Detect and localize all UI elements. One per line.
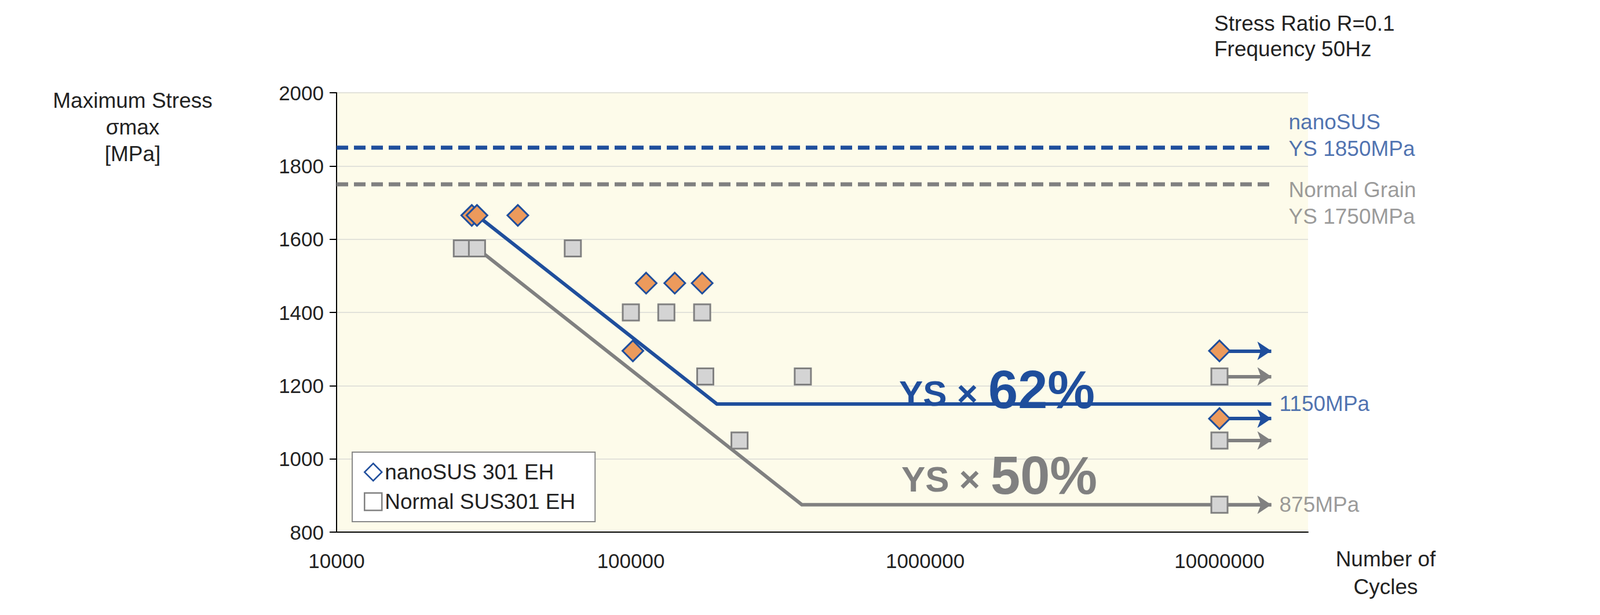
svg-text:10000000: 10000000	[1174, 549, 1265, 572]
svg-text:100000: 100000	[597, 549, 666, 572]
svg-text:Normal Grain: Normal Grain	[1288, 177, 1417, 202]
svg-text:1000000: 1000000	[885, 549, 965, 572]
svg-text:Number of: Number of	[1335, 546, 1437, 571]
svg-text:800: 800	[290, 520, 324, 544]
svg-text:875MPa: 875MPa	[1279, 492, 1360, 517]
svg-text:2000: 2000	[278, 81, 324, 105]
svg-text:1600: 1600	[278, 227, 324, 251]
svg-text:Stress Ratio R=0.1: Stress Ratio R=0.1	[1214, 11, 1395, 36]
svg-text:10000: 10000	[308, 549, 365, 572]
svg-text:1800: 1800	[278, 154, 324, 178]
svg-text:1200: 1200	[278, 374, 324, 397]
svg-text:nanoSUS 301 EH: nanoSUS 301 EH	[384, 459, 554, 484]
svg-text:YS 1750MPa: YS 1750MPa	[1288, 204, 1416, 229]
svg-text:YS 1850MPa: YS 1850MPa	[1288, 136, 1416, 161]
svg-text:Cycles: Cycles	[1353, 574, 1418, 599]
svg-text:σmax: σmax	[106, 115, 160, 140]
svg-text:Normal SUS301 EH: Normal SUS301 EH	[384, 489, 576, 514]
svg-text:[MPa]: [MPa]	[104, 141, 162, 166]
svg-text:YS ×: YS ×	[901, 458, 981, 499]
svg-text:1400: 1400	[278, 301, 324, 324]
svg-text:1150MPa: 1150MPa	[1279, 391, 1371, 416]
svg-text:Frequency 50Hz: Frequency 50Hz	[1214, 37, 1372, 61]
svg-text:62%: 62%	[988, 359, 1095, 419]
svg-text:1000: 1000	[278, 447, 324, 470]
svg-text:Maximum Stress: Maximum Stress	[52, 88, 213, 113]
svg-text:YS ×: YS ×	[899, 373, 978, 414]
svg-text:nanoSUS: nanoSUS	[1288, 110, 1381, 134]
svg-text:50%: 50%	[990, 445, 1098, 505]
